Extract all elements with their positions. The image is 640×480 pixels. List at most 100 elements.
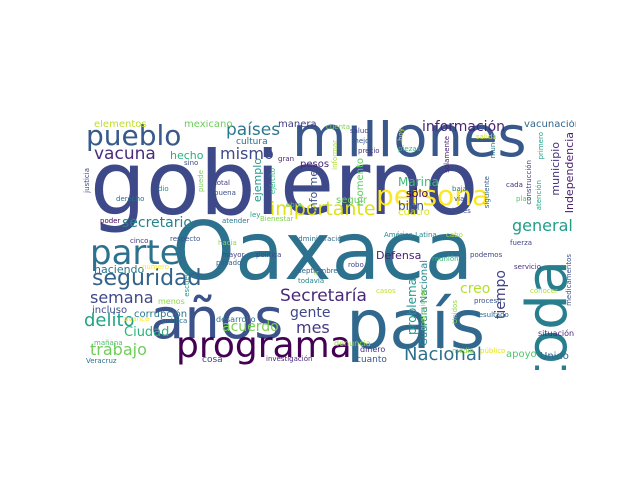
word-salud: salud [350, 127, 369, 135]
word-mejor: mejor [352, 137, 373, 145]
word-cada: cada [506, 181, 523, 189]
word-baja: baja [452, 185, 467, 193]
word-medio: medio [452, 347, 474, 355]
word-pasado: pasado [216, 259, 242, 267]
word-independencia: Independencia [563, 132, 576, 214]
word-puede: puede [197, 170, 205, 192]
word-hoy: hoy [397, 128, 405, 141]
word-cosa: cosa [202, 355, 223, 365]
word-millones: millones [292, 120, 527, 170]
word-robo: robo [348, 261, 364, 269]
word-vacunacion: vacunación [524, 120, 576, 130]
word-solamente: solamente [443, 136, 451, 173]
word-dio: dio [158, 185, 169, 193]
word-plan: plan [516, 195, 532, 203]
word-ejemplo: ejemplo [251, 158, 264, 203]
word-municipio: municipio [549, 142, 562, 196]
word-mes: mes [296, 318, 330, 337]
word-buena: buena [214, 189, 236, 197]
word-cuatro: cuatro [398, 207, 430, 218]
word-cuenta: cuenta [326, 123, 351, 131]
word-haciendo: haciendo [94, 263, 145, 276]
word-reunion: reunión [432, 255, 459, 263]
word-ejercito: ejército [269, 168, 277, 195]
word-conocer: conocer [530, 287, 558, 295]
word-cinco: cinco [130, 237, 149, 245]
word-programa: programa [176, 325, 352, 366]
word-dinero: dinero [360, 345, 386, 354]
word-primero: primero [537, 132, 545, 160]
word-trabajo: trabajo [90, 340, 147, 359]
word-politica: política [256, 251, 282, 259]
word-oaxaca: Oaxaca [172, 205, 474, 298]
word-escuela: escuela [183, 270, 191, 297]
word-seguridad: seguridad [92, 266, 202, 291]
word-informar: informar [331, 140, 339, 170]
word-cabo: cabo [446, 231, 463, 239]
word-servicio: servicio [514, 263, 541, 271]
word-precio: precio [358, 147, 380, 155]
word-unidos: Unidos [451, 300, 459, 324]
word-publica: publica [162, 317, 188, 325]
word-manana: mañana [94, 339, 123, 347]
word-salida: salida [476, 133, 497, 141]
word-siguiente: siguiente [483, 176, 491, 209]
word-america-latina: América Latina [384, 231, 437, 239]
word-atencion: atención [535, 180, 543, 211]
word-hacia: hacia [218, 239, 237, 247]
word-secretaria: Secretaría [280, 286, 367, 306]
word-medicamentos: medicamentos [565, 254, 573, 306]
word-corrupcion: corrupción [134, 309, 188, 320]
word-todavia: todavía [298, 277, 325, 285]
word-via: vía [454, 195, 465, 203]
word-paises: países [226, 120, 281, 140]
word-gran: gran [278, 155, 295, 163]
word-persona: persona [376, 179, 490, 212]
word-ciudad: Ciudad [124, 325, 170, 340]
word-unido: Unido [540, 351, 569, 362]
word-acuerdo: acuerdo [222, 319, 279, 335]
word-informacion: información [422, 120, 506, 135]
word-situacion: situación [538, 329, 575, 338]
word-pais: país [346, 286, 486, 365]
word-defensa: Defensa [376, 249, 422, 262]
word-investigacion: investigación [266, 355, 313, 363]
word-bien: bien [398, 199, 424, 213]
word-problema: problema [405, 278, 419, 336]
word-incluso: incluso [92, 305, 128, 316]
word-cloud: gobierno Oaxaca país millones años toda … [80, 120, 576, 370]
word-bienestar: Bienestar [260, 215, 294, 223]
word-ley: ley [250, 211, 261, 219]
word-denuncia: denuncia [334, 339, 371, 348]
word-menos: menos [158, 297, 185, 306]
word-derecho: derecho [116, 195, 145, 203]
word-mismo: mismo [220, 144, 274, 163]
word-cuanto: cuanto [356, 355, 387, 365]
word-solo: sólo [406, 187, 429, 200]
word-semana: semana [90, 288, 154, 307]
word-informe: informe [307, 170, 320, 213]
word-podemos: podemos [470, 251, 503, 259]
word-numero: número [142, 263, 170, 271]
word-pesos: pesos [300, 159, 330, 170]
word-ir: ir [314, 269, 319, 277]
word-manera: manera [278, 120, 317, 130]
word-sino: sino [184, 159, 199, 167]
word-resultado: resultado [476, 311, 509, 319]
word-publico: público [480, 347, 506, 355]
word-creo: creo [460, 281, 491, 297]
word-anos: años [150, 287, 284, 352]
word-total: total [214, 179, 231, 187]
word-secretario: secretario [122, 215, 192, 231]
word-poder: poder [100, 217, 121, 225]
word-atender: atender [222, 217, 250, 225]
word-delito: delito [84, 310, 135, 331]
word-gobierno: gobierno [90, 132, 479, 235]
word-septiembre: septiembre [298, 267, 338, 275]
word-casos: casos [376, 287, 396, 295]
word-construccion: construcción [525, 160, 533, 205]
word-obra: obra [286, 201, 302, 209]
word-justicia: justicia [83, 168, 91, 193]
word-proceso: proceso [474, 297, 502, 305]
word-lunes: lunes [452, 207, 471, 215]
